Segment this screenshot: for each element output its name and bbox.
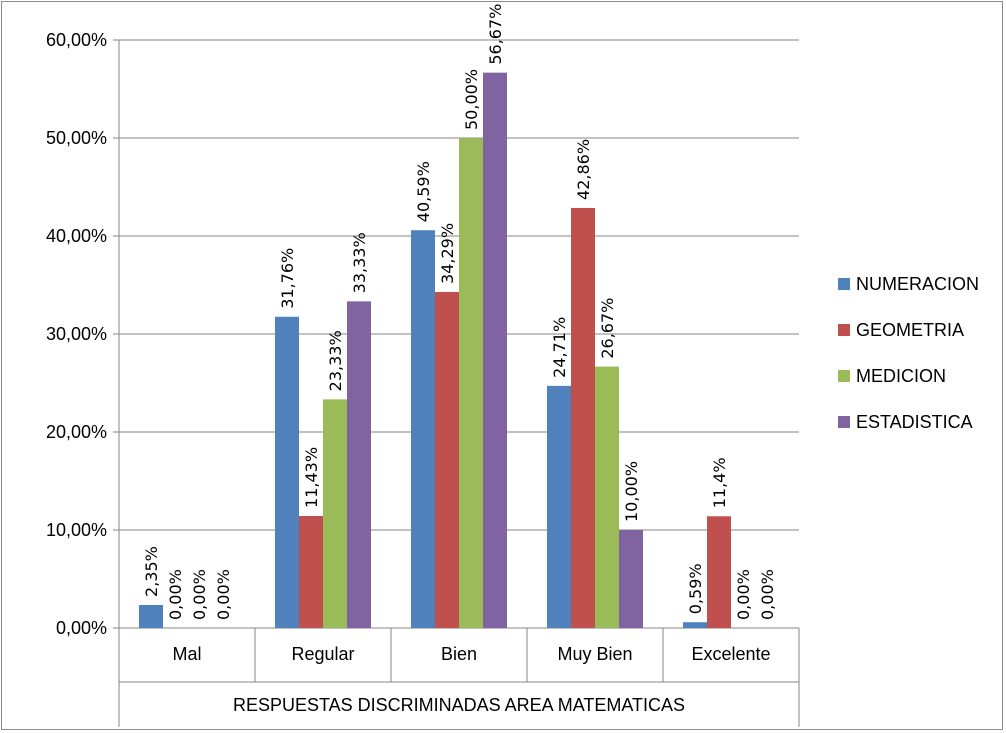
bar <box>595 366 619 628</box>
bar <box>547 385 571 628</box>
bar <box>411 230 435 628</box>
data-label: 10,00% <box>622 461 641 522</box>
bar <box>435 291 459 628</box>
data-label: 24,71% <box>550 317 569 378</box>
data-label: 0,59% <box>686 563 705 614</box>
data-label: 50,00% <box>462 69 481 130</box>
bar <box>323 399 347 628</box>
x-tick-label: Excelente <box>691 644 770 664</box>
x-tick-label: Muy Bien <box>557 644 632 664</box>
data-label: 56,67% <box>486 4 505 65</box>
y-tick-label: 30,00% <box>46 324 107 344</box>
data-label: 11,4% <box>710 457 729 508</box>
data-label: 33,33% <box>350 232 369 293</box>
data-label: 11,43% <box>302 447 321 508</box>
legend-label: NUMERACION <box>856 274 979 294</box>
data-label: 31,76% <box>278 248 297 309</box>
bar <box>139 604 163 628</box>
data-label: 0,00% <box>734 569 753 620</box>
y-tick-label: 20,00% <box>46 422 107 442</box>
data-label: 23,33% <box>326 330 345 391</box>
legend-label: ESTADISTICA <box>856 412 973 432</box>
data-label: 40,59% <box>414 161 433 222</box>
bar <box>483 72 507 628</box>
legend-swatch <box>838 278 850 290</box>
data-label: 42,86% <box>574 139 593 200</box>
bar <box>707 516 731 628</box>
bar <box>459 138 483 628</box>
bar <box>299 515 323 628</box>
y-tick-label: 0,00% <box>56 618 107 638</box>
y-tick-label: 50,00% <box>46 128 107 148</box>
data-label: 26,67% <box>598 298 617 359</box>
y-tick-label: 60,00% <box>46 30 107 50</box>
bar <box>683 622 707 628</box>
legend-label: GEOMETRIA <box>856 320 964 340</box>
y-tick-label: 10,00% <box>46 520 107 540</box>
data-label: 0,00% <box>214 569 233 620</box>
x-axis-title: RESPUESTAS DISCRIMINADAS AREA MATEMATICA… <box>233 695 685 715</box>
bar <box>619 530 643 628</box>
bar <box>275 316 299 628</box>
data-label: 0,00% <box>758 569 777 620</box>
y-tick-label: 40,00% <box>46 226 107 246</box>
data-label: 0,00% <box>190 569 209 620</box>
legend-swatch <box>838 416 850 428</box>
data-label: 34,29% <box>438 223 457 284</box>
x-tick-label: Regular <box>291 644 354 664</box>
x-tick-label: Mal <box>172 644 201 664</box>
data-label: 0,00% <box>166 569 185 620</box>
bar <box>347 301 371 628</box>
legend-label: MEDICION <box>856 366 946 386</box>
legend-swatch <box>838 324 850 336</box>
x-tick-label: Bien <box>441 644 477 664</box>
data-label: 2,35% <box>142 546 161 597</box>
legend-swatch <box>838 370 850 382</box>
bar <box>571 207 595 629</box>
